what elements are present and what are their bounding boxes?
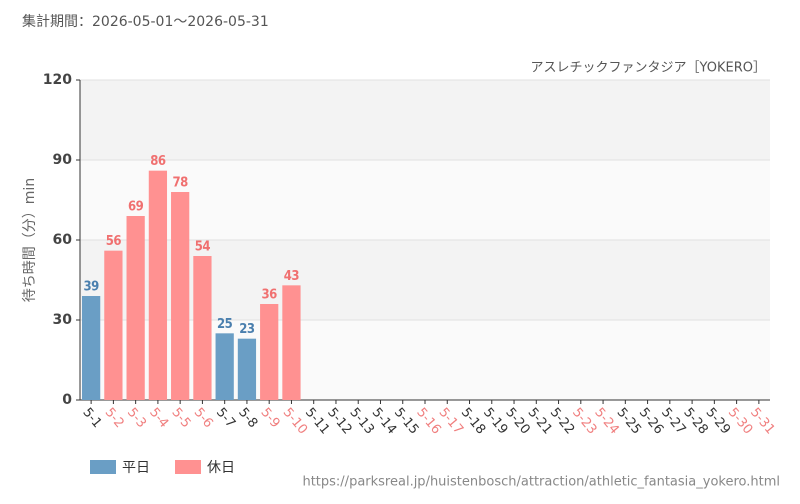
data-label: 69 xyxy=(128,200,144,215)
x-tick-label: 5-6 xyxy=(191,405,216,431)
y-tick-label: 90 xyxy=(53,152,73,168)
data-label: 54 xyxy=(195,240,211,255)
bar xyxy=(171,192,190,400)
x-tick-label: 5-8 xyxy=(235,405,260,431)
bar xyxy=(282,285,301,400)
x-tick-label: 5-28 xyxy=(680,405,710,437)
bar xyxy=(193,256,212,400)
bar xyxy=(104,250,123,400)
bar xyxy=(237,338,257,400)
data-label: 36 xyxy=(262,288,278,303)
chart-title: 集計期間：2026-05-01～2026-05-31 xyxy=(22,13,269,30)
y-tick-label: 120 xyxy=(43,72,72,88)
x-tick-label: 5-26 xyxy=(636,405,666,437)
legend-label: 休日 xyxy=(207,460,235,476)
x-tick-label: 5-19 xyxy=(480,405,510,437)
x-tick-label: 5-5 xyxy=(168,405,193,431)
x-tick-label: 5-18 xyxy=(458,405,488,437)
plot-band xyxy=(80,80,770,160)
legend-swatch xyxy=(90,460,116,474)
legend-label: 平日 xyxy=(122,460,150,476)
data-label: 23 xyxy=(239,322,255,337)
x-tick-label: 5-30 xyxy=(725,405,755,437)
x-tick-label: 5-3 xyxy=(124,405,149,431)
y-tick-label: 30 xyxy=(53,312,73,328)
x-tick-label: 5-9 xyxy=(257,405,282,431)
y-tick-label: 60 xyxy=(53,232,73,248)
y-tick-label: 0 xyxy=(62,392,72,408)
x-tick-label: 5-25 xyxy=(614,405,644,437)
x-tick-label: 5-15 xyxy=(391,405,421,437)
x-tick-label: 5-12 xyxy=(324,405,354,437)
x-tick-label: 5-11 xyxy=(302,405,332,437)
source: https://parksreal.jp/huistenbosch/attrac… xyxy=(302,475,780,490)
y-axis-label: 待ち時間（分）min xyxy=(22,178,38,302)
bar xyxy=(215,333,234,400)
data-label: 56 xyxy=(106,234,122,249)
x-tick-label: 5-29 xyxy=(703,405,733,437)
x-tick-label: 5-21 xyxy=(525,405,555,437)
x-tick-label: 5-20 xyxy=(502,405,532,437)
x-tick-label: 5-7 xyxy=(213,405,238,431)
x-tick-label: 5-2 xyxy=(102,405,127,431)
data-label: 78 xyxy=(173,176,189,191)
plot-band xyxy=(80,160,770,240)
x-tick-label: 5-16 xyxy=(413,405,443,437)
x-tick-label: 5-13 xyxy=(346,405,376,437)
x-tick-label: 5-17 xyxy=(436,405,466,437)
x-tick-label: 5-24 xyxy=(591,405,621,437)
data-label: 25 xyxy=(217,317,233,332)
data-label: 39 xyxy=(83,280,99,295)
legend-swatch xyxy=(175,460,201,474)
bar xyxy=(148,170,168,400)
x-tick-label: 5-31 xyxy=(747,405,777,437)
x-tick-label: 5-1 xyxy=(79,405,104,431)
x-tick-label: 5-27 xyxy=(658,405,688,437)
data-label: 43 xyxy=(284,269,300,284)
x-tick-label: 5-14 xyxy=(369,405,399,437)
bar xyxy=(82,296,101,400)
data-label: 86 xyxy=(150,154,166,169)
bar xyxy=(260,304,279,400)
x-tick-label: 5-22 xyxy=(547,405,577,437)
x-tick-label: 5-10 xyxy=(280,405,310,437)
chart-subtitle: アスレチックファンタジア［YOKERO］ xyxy=(531,61,766,76)
bar xyxy=(126,216,145,400)
x-tick-label: 5-23 xyxy=(569,405,599,437)
x-tick-label: 5-4 xyxy=(146,405,171,431)
